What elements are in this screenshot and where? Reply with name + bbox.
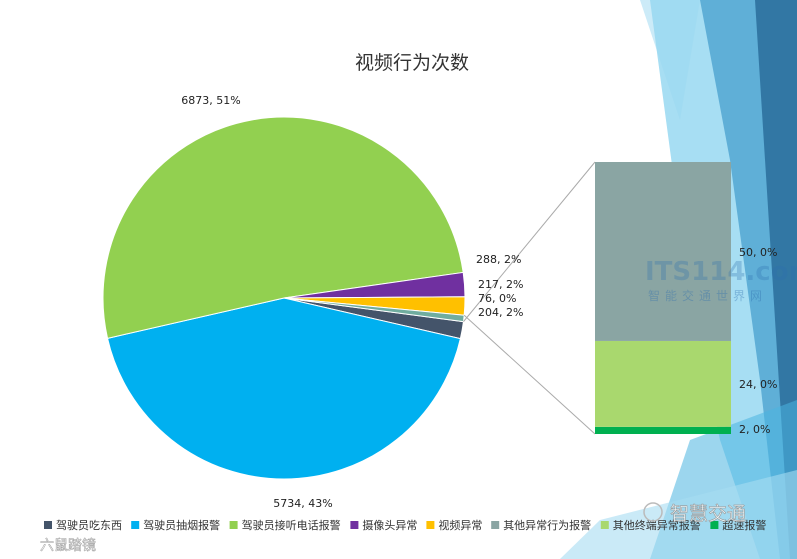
breakout-connectors (463, 161, 596, 435)
legend-swatch (491, 521, 500, 529)
data-label: 217, 2% (478, 278, 523, 291)
connector-line (463, 314, 596, 435)
chart-title: 视频行为次数 (355, 52, 469, 74)
breakout-bar (595, 162, 731, 434)
legend-swatch (131, 521, 140, 529)
pie-chart (102, 116, 466, 480)
legend: 驾驶员吃东西 驾驶员抽烟报警 驾驶员接听电话报警 摄像头异常 视频异常 其他异常行为报警 其… (44, 518, 766, 532)
data-label: 204, 2% (478, 306, 523, 319)
data-label: 50, 0% (739, 246, 777, 259)
bottom-left-watermark-text: 六鼠踏镜 (40, 538, 96, 554)
site-tagline-text: 智能交通世界网 (648, 288, 767, 303)
legend-swatch (229, 521, 238, 529)
legend-item: 驾驶员接听电话报警 (242, 518, 341, 532)
wechat-watermark: 智慧交通 (643, 502, 746, 525)
legend-item: 其他终端异常报警 (613, 518, 701, 532)
legend-swatch (350, 521, 359, 529)
site-logo-text: ITS114.com (645, 257, 797, 287)
legend-item: 超速报警 (722, 518, 766, 532)
connector-line (463, 161, 596, 322)
its114-watermark: ITS114.com 智能交通世界网 (645, 257, 797, 303)
breakout-segment (595, 340, 731, 427)
data-label: 76, 0% (478, 292, 516, 305)
pie-slice (106, 297, 461, 480)
wechat-watermark-text: 智慧交通 (670, 503, 746, 525)
legend-swatch (710, 521, 719, 529)
bottom-left-watermark: 六鼠踏镜 (40, 538, 97, 555)
data-label: 288, 2% (476, 253, 521, 266)
legend-swatch (600, 521, 609, 529)
data-label: 24, 0% (739, 378, 777, 391)
legend-item: 摄像头异常 (362, 518, 417, 532)
legend-item: 驾驶员抽烟报警 (143, 518, 220, 532)
data-labels: 204, 2% 5734, 43% 6873, 51% 288, 2% 217, 2%7… (181, 94, 777, 510)
breakout-segment (595, 162, 731, 341)
legend-item: 驾驶员吃东西 (56, 518, 122, 532)
pie-slice (102, 116, 464, 339)
wechat-icon (643, 502, 663, 522)
pie-slice (283, 297, 465, 323)
data-label: 2, 0% (739, 423, 770, 436)
legend-swatch (426, 521, 435, 529)
breakout-segment (595, 426, 731, 434)
data-label: 6873, 51% (181, 94, 240, 107)
legend-item: 其他异常行为报警 (503, 518, 591, 532)
legend-item: 视频异常 (438, 518, 482, 532)
data-label: 5734, 43% (273, 497, 332, 510)
legend-swatch (44, 521, 52, 529)
